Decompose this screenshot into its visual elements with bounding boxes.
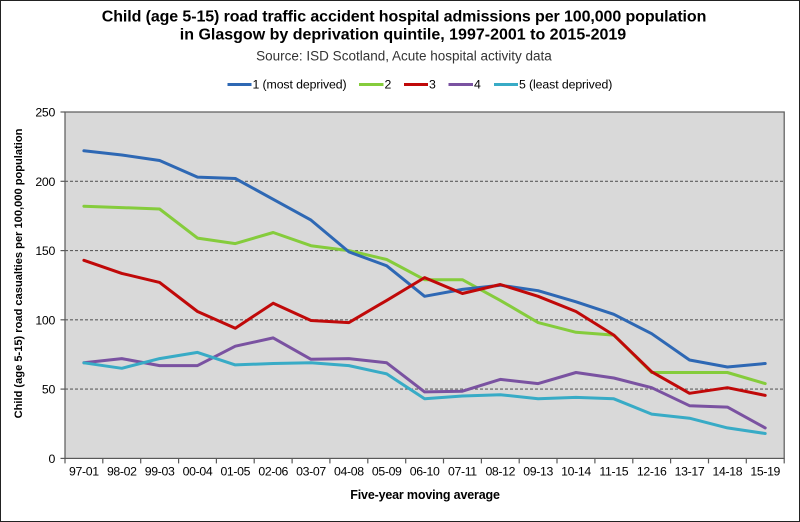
svg-text:98-02: 98-02 bbox=[107, 464, 137, 478]
svg-text:100: 100 bbox=[35, 313, 55, 327]
svg-text:200: 200 bbox=[35, 175, 55, 189]
svg-text:4: 4 bbox=[474, 78, 481, 92]
svg-text:02-06: 02-06 bbox=[258, 464, 288, 478]
svg-text:03-07: 03-07 bbox=[296, 464, 326, 478]
svg-text:Source: ISD Scotland, Acute ho: Source: ISD Scotland, Acute hospital act… bbox=[256, 48, 552, 63]
svg-text:97-01: 97-01 bbox=[69, 464, 99, 478]
svg-text:06-10: 06-10 bbox=[410, 464, 440, 478]
svg-text:150: 150 bbox=[35, 244, 55, 258]
svg-text:250: 250 bbox=[35, 106, 55, 120]
svg-text:15-19: 15-19 bbox=[750, 464, 780, 478]
svg-text:99-03: 99-03 bbox=[145, 464, 175, 478]
svg-text:1 (most deprived): 1 (most deprived) bbox=[253, 78, 347, 92]
svg-text:01-05: 01-05 bbox=[220, 464, 250, 478]
svg-text:Child (age 5-15) road traffic: Child (age 5-15) road traffic accident h… bbox=[102, 8, 707, 25]
svg-text:05-09: 05-09 bbox=[372, 464, 402, 478]
svg-text:09-13: 09-13 bbox=[523, 464, 553, 478]
svg-text:00-04: 00-04 bbox=[183, 464, 213, 478]
svg-text:04-08: 04-08 bbox=[334, 464, 364, 478]
svg-text:13-17: 13-17 bbox=[675, 464, 705, 478]
svg-text:50: 50 bbox=[42, 383, 56, 397]
svg-text:0: 0 bbox=[48, 452, 55, 466]
svg-text:Five-year moving average: Five-year moving average bbox=[350, 488, 500, 502]
svg-text:10-14: 10-14 bbox=[561, 464, 591, 478]
svg-text:14-18: 14-18 bbox=[713, 464, 743, 478]
svg-text:12-16: 12-16 bbox=[637, 464, 667, 478]
svg-text:07-11: 07-11 bbox=[448, 464, 477, 478]
svg-text:11-15: 11-15 bbox=[599, 464, 628, 478]
svg-text:08-12: 08-12 bbox=[485, 464, 515, 478]
svg-text:Child (age 5-15) road casualti: Child (age 5-15) road casualties per 100… bbox=[13, 128, 25, 418]
svg-text:3: 3 bbox=[429, 78, 436, 92]
svg-text:5 (least deprived): 5 (least deprived) bbox=[519, 78, 612, 92]
svg-text:in Glasgow by deprivation quin: in Glasgow by deprivation quintile, 1997… bbox=[180, 26, 626, 43]
svg-text:2: 2 bbox=[385, 78, 392, 92]
